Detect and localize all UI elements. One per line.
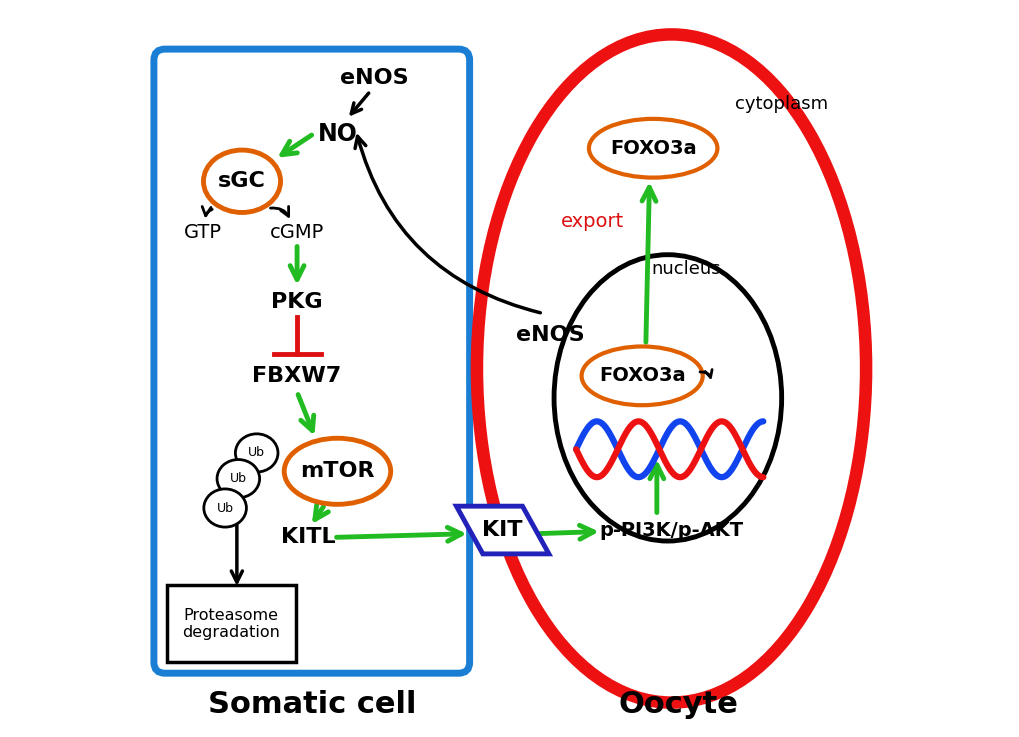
Text: KITL: KITL (280, 528, 335, 548)
FancyArrowPatch shape (355, 136, 540, 312)
Text: nucleus: nucleus (651, 260, 720, 279)
FancyArrowPatch shape (699, 369, 711, 377)
Text: Ub: Ub (248, 447, 265, 459)
Text: Ub: Ub (216, 501, 233, 514)
Text: NO: NO (317, 122, 357, 145)
Ellipse shape (284, 439, 390, 504)
Text: GTP: GTP (183, 223, 222, 242)
Text: export: export (560, 212, 624, 231)
Ellipse shape (553, 255, 781, 541)
Polygon shape (455, 506, 548, 554)
Text: FBXW7: FBXW7 (253, 366, 341, 386)
Ellipse shape (203, 150, 280, 212)
Text: Proteasome
degradation: Proteasome degradation (181, 608, 279, 640)
Text: Ub: Ub (229, 472, 247, 485)
Text: p-PI3K/p-AKT: p-PI3K/p-AKT (599, 520, 743, 539)
Text: FOXO3a: FOXO3a (609, 139, 696, 158)
Text: cytoplasm: cytoplasm (735, 95, 827, 113)
FancyArrowPatch shape (202, 206, 212, 216)
Text: mTOR: mTOR (300, 461, 374, 481)
Ellipse shape (204, 489, 247, 527)
Text: FOXO3a: FOXO3a (598, 366, 685, 385)
Text: eNOS: eNOS (516, 326, 584, 346)
Text: cGMP: cGMP (270, 223, 324, 242)
Ellipse shape (588, 119, 716, 178)
FancyBboxPatch shape (167, 585, 296, 662)
Ellipse shape (581, 346, 702, 405)
Text: KIT: KIT (482, 520, 523, 540)
FancyArrowPatch shape (270, 206, 288, 217)
Text: eNOS: eNOS (339, 69, 408, 88)
Text: Somatic cell: Somatic cell (207, 691, 416, 719)
Ellipse shape (217, 460, 260, 497)
FancyBboxPatch shape (154, 49, 469, 673)
Text: sGC: sGC (218, 171, 266, 192)
Ellipse shape (477, 35, 865, 702)
Text: PKG: PKG (271, 293, 323, 312)
Text: Oocyte: Oocyte (619, 691, 738, 719)
Ellipse shape (235, 434, 278, 472)
